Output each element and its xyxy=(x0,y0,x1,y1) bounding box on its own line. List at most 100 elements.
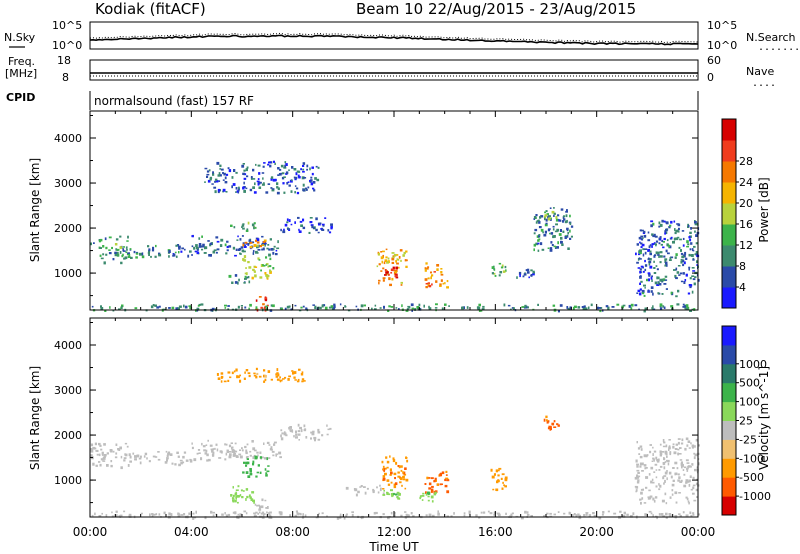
power-echo-cell xyxy=(643,294,646,297)
vel-echo-cell xyxy=(674,448,678,450)
power-panel xyxy=(89,110,699,311)
power-echo-cell xyxy=(664,279,668,281)
power-echo-cell xyxy=(551,244,554,247)
power-echo-cell xyxy=(670,236,673,239)
power-echo-cell xyxy=(658,242,661,245)
power-echo-cell xyxy=(237,235,239,238)
vel-echo-cell xyxy=(250,498,254,501)
vel-echo-cell xyxy=(204,516,207,520)
vel-echo-cell xyxy=(602,511,605,514)
power-echo-cell xyxy=(255,163,257,166)
power-echo-cell xyxy=(537,219,540,222)
power-echo-cell xyxy=(258,186,262,189)
power-echo-cell xyxy=(560,208,564,211)
power-echo-cell xyxy=(407,305,410,308)
vel-echo-cell xyxy=(301,371,304,374)
power-echo-cell xyxy=(328,231,332,234)
power-echo-cell xyxy=(570,225,574,228)
power-echo-cell xyxy=(543,233,547,237)
power-echo-cell xyxy=(309,217,313,219)
vel-echo-cell xyxy=(300,429,303,433)
power-colorbar-swatch xyxy=(722,203,736,225)
vel-echo-cell xyxy=(229,451,232,453)
power-echo-cell xyxy=(260,264,264,267)
vel-echo-cell xyxy=(663,457,666,461)
power-echo-cell xyxy=(659,283,662,286)
power-echo-cell xyxy=(285,171,289,175)
power-echo-cell xyxy=(293,168,297,171)
vel-echo-cell xyxy=(382,513,385,516)
vel-echo-cell xyxy=(310,431,313,434)
vel-echo-cell xyxy=(171,462,174,465)
power-echo-cell xyxy=(148,250,151,253)
power-echo-cell xyxy=(628,304,631,308)
vel-echo-cell xyxy=(654,463,658,466)
power-echo-cell xyxy=(653,255,656,258)
vel-echo-cell xyxy=(242,490,245,492)
power-echo-cell xyxy=(122,248,125,252)
power-echo-cell xyxy=(198,243,202,246)
vel-echo-cell xyxy=(441,471,445,475)
power-echo-region-14 xyxy=(516,268,535,279)
vel-echo-cell xyxy=(648,489,651,492)
power-echo-cell xyxy=(683,281,686,284)
vel-echo-cell xyxy=(294,514,298,517)
power-echo-cell xyxy=(679,238,682,241)
power-echo-cell xyxy=(503,303,506,307)
power-echo-cell xyxy=(200,303,204,306)
power-echo-cell xyxy=(685,273,688,277)
power-echo-cell xyxy=(244,244,246,248)
power-echo-cell xyxy=(246,166,249,169)
vel-echo-cell xyxy=(656,458,659,462)
vel-echo-cell xyxy=(267,370,271,373)
vel-echo-cell xyxy=(297,512,300,516)
power-echo-cell xyxy=(168,307,171,309)
power-echo-cell xyxy=(320,228,322,230)
vel-echo-cell xyxy=(665,451,668,455)
vel-echo-cell xyxy=(380,487,382,490)
vel-echo-cell xyxy=(293,435,295,438)
vel-echo-cell xyxy=(289,426,292,429)
power-echo-cell xyxy=(523,273,527,276)
power-echo-cell xyxy=(686,240,689,244)
power-echo-cell xyxy=(117,249,120,251)
vel-echo-region-9 xyxy=(381,455,409,490)
vel-echo-cell xyxy=(643,454,647,458)
vel-echo-cell xyxy=(373,512,376,515)
vel-echo-cell xyxy=(613,512,617,515)
power-echo-cell xyxy=(208,169,211,172)
power-echo-cell xyxy=(260,269,262,272)
vel-echo-cell xyxy=(666,459,670,463)
power-echo-cell xyxy=(636,292,639,294)
vel-echo-cell xyxy=(283,431,286,434)
vel-echo-cell xyxy=(669,452,672,456)
power-echo-cell xyxy=(478,309,481,312)
power-echo-cell xyxy=(650,290,653,293)
power-echo-cell xyxy=(393,269,396,272)
power-echo-cell xyxy=(696,264,699,266)
power-echo-cell xyxy=(238,187,240,191)
vel-echo-cell xyxy=(593,514,596,517)
power-echo-cell xyxy=(129,248,132,250)
vel-echo-cell xyxy=(239,374,241,377)
power-echo-cell xyxy=(657,292,660,295)
vel-echo-cell xyxy=(400,469,403,472)
vel-echo-cell xyxy=(683,473,686,476)
power-echo-cell xyxy=(425,286,428,289)
power-echo-cell xyxy=(148,248,151,252)
power-echo-cell xyxy=(148,253,150,256)
vel-echo-cell xyxy=(655,485,658,488)
power-echo-cell xyxy=(277,240,279,244)
power-echo-cell xyxy=(431,283,433,286)
power-echo-cell xyxy=(570,235,573,238)
vel-echo-cell xyxy=(663,466,666,470)
vel-echo-cell xyxy=(563,512,566,515)
vel-echo-cell xyxy=(295,436,298,439)
power-echo-cell xyxy=(385,271,388,274)
vel-echo-cell xyxy=(276,368,279,372)
vel-echo-cell xyxy=(92,446,96,450)
vel-echo-cell xyxy=(663,482,665,485)
power-echo-cell xyxy=(427,266,430,269)
vel-echo-cell xyxy=(453,512,455,515)
power-echo-cell xyxy=(501,264,504,268)
